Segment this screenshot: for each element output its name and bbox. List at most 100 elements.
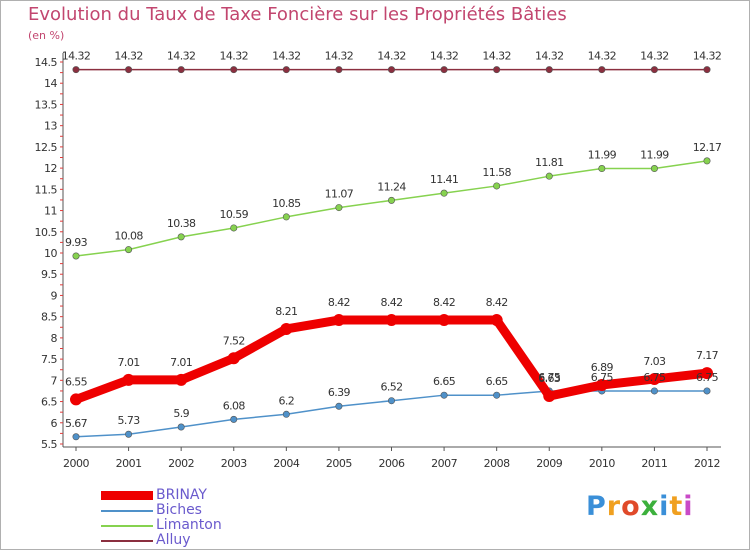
data-point-limanton: [230, 224, 238, 232]
data-label-biches: 6.75: [696, 371, 719, 384]
x-tick-label: 2000: [63, 457, 89, 470]
y-tick-label: 11: [44, 205, 57, 218]
data-label-biches: 6.52: [380, 381, 402, 394]
data-point-alluy: [230, 66, 238, 74]
data-label-limanton: 11.99: [588, 149, 617, 162]
data-point-limanton: [282, 213, 290, 221]
data-point-alluy: [125, 66, 133, 74]
data-point-limanton: [493, 182, 501, 190]
data-point-biches: [440, 391, 448, 399]
data-label-limanton: 10.08: [114, 230, 143, 243]
legend-label-brinay: BRINAY: [156, 487, 207, 503]
data-point-biches: [72, 433, 80, 441]
x-tick-label: 2010: [589, 457, 615, 470]
data-label-limanton: 10.85: [272, 197, 301, 210]
logo-letter: i: [659, 491, 670, 522]
data-label-biches: 6.75: [538, 371, 561, 384]
data-point-biches: [230, 415, 238, 423]
data-label-alluy: 14.32: [272, 50, 301, 63]
data-point-brinay: [543, 390, 556, 403]
data-point-alluy: [387, 66, 395, 74]
y-tick-label: 7.5: [41, 353, 57, 366]
y-tick-label: 12.5: [35, 141, 58, 154]
data-label-biches: 6.65: [486, 375, 509, 388]
data-point-limanton: [335, 204, 343, 212]
logo-letter: o: [621, 491, 641, 522]
data-label-biches: 6.08: [223, 399, 246, 412]
data-point-brinay: [332, 314, 345, 327]
x-tick-label: 2011: [641, 457, 667, 470]
data-point-alluy: [545, 66, 553, 74]
data-point-biches: [387, 397, 395, 405]
data-point-alluy: [72, 66, 80, 74]
y-tick-label: 14: [44, 77, 57, 90]
data-label-alluy: 14.32: [693, 50, 722, 63]
logo-letter: x: [640, 491, 660, 522]
data-point-limanton: [598, 165, 606, 173]
y-tick-label: 9: [51, 289, 58, 302]
data-point-alluy: [598, 66, 606, 74]
data-label-brinay: 8.42: [328, 296, 350, 309]
chart-title: Evolution du Taux de Taxe Foncière sur l…: [28, 4, 567, 25]
data-label-brinay: 7.01: [118, 356, 140, 369]
series-line-limanton: [75, 160, 708, 257]
data-label-brinay: 6.89: [591, 361, 614, 374]
proxiti-logo: Proxiti: [586, 491, 694, 522]
data-point-alluy: [335, 66, 343, 74]
data-label-limanton: 11.24: [377, 180, 406, 193]
data-label-biches: 6.75: [643, 371, 666, 384]
data-point-biches: [493, 391, 501, 399]
y-tick-label: 7: [51, 374, 58, 387]
data-label-alluy: 14.32: [62, 50, 91, 63]
y-tick-label: 6.5: [41, 396, 57, 409]
data-point-biches: [125, 430, 133, 438]
y-tick-label: 8: [51, 332, 58, 345]
x-tick-label: 2004: [273, 457, 299, 470]
y-tick-label: 13.5: [35, 98, 58, 111]
data-label-alluy: 14.32: [220, 50, 249, 63]
data-label-brinay: 8.42: [380, 296, 402, 309]
data-label-biches: 6.75: [591, 371, 614, 384]
data-point-brinay: [595, 379, 608, 392]
x-tick-label: 2012: [694, 457, 720, 470]
data-point-limanton: [440, 189, 448, 197]
data-label-limanton: 11.81: [535, 156, 564, 169]
x-tick-label: 2003: [221, 457, 247, 470]
data-point-alluy: [282, 66, 290, 74]
data-label-brinay: 8.42: [433, 296, 455, 309]
legend-label-biches: Biches: [156, 502, 202, 518]
data-label-brinay: 8.42: [486, 296, 508, 309]
data-label-alluy: 14.32: [535, 50, 564, 63]
data-point-brinay: [385, 314, 398, 327]
data-label-limanton: 9.93: [65, 236, 88, 249]
data-point-brinay: [490, 314, 503, 327]
data-point-alluy: [177, 66, 185, 74]
data-label-biches: 5.67: [65, 417, 88, 430]
data-label-brinay: 7.52: [223, 334, 245, 347]
legend-label-limanton: Limanton: [156, 517, 222, 533]
data-point-brinay: [438, 314, 451, 327]
logo-letter: r: [606, 491, 622, 522]
legend-swatch-brinay: [101, 491, 153, 500]
data-point-alluy: [650, 66, 658, 74]
y-tick-label: 13: [44, 120, 57, 133]
data-label-brinay: 6.55: [65, 375, 88, 388]
x-tick-label: 2007: [431, 457, 457, 470]
data-point-brinay: [701, 367, 713, 380]
data-label-biches: 5.9: [173, 407, 189, 420]
data-point-biches: [650, 387, 658, 395]
data-point-brinay: [227, 352, 240, 365]
data-point-limanton: [125, 246, 133, 254]
data-point-limanton: [545, 172, 553, 180]
data-label-brinay: 7.01: [170, 356, 192, 369]
data-point-limanton: [177, 233, 185, 241]
data-label-limanton: 10.38: [167, 217, 196, 230]
data-label-alluy: 14.32: [114, 50, 143, 63]
x-tick-label: 2001: [116, 457, 142, 470]
y-tick-label: 11.5: [35, 183, 58, 196]
legend-label-alluy: Alluy: [156, 532, 191, 548]
data-label-limanton: 12.17: [693, 141, 722, 154]
data-label-alluy: 14.32: [325, 50, 354, 63]
